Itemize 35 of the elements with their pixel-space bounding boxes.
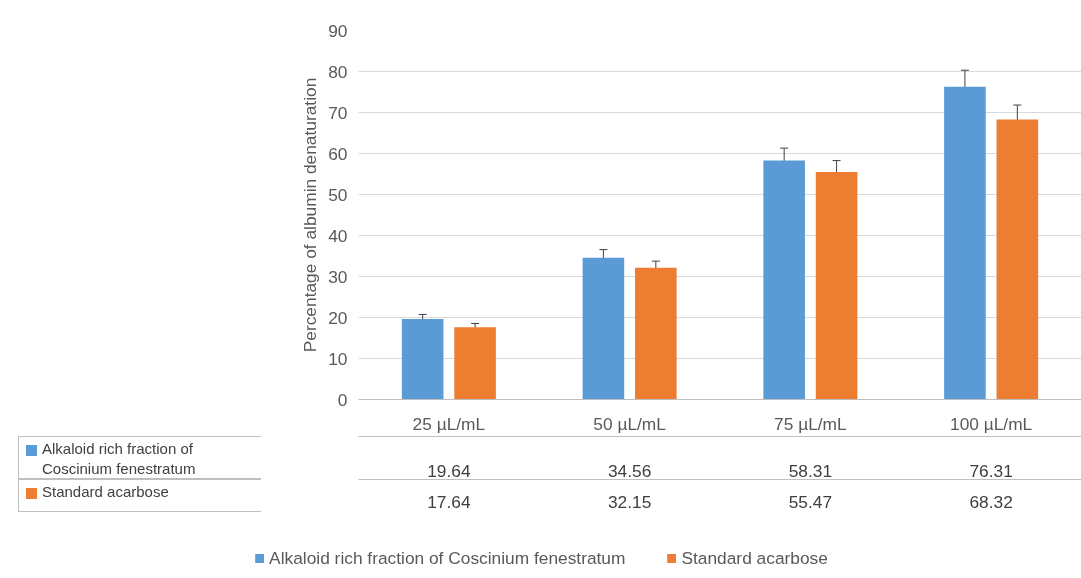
bar <box>582 257 625 400</box>
y-tick-label: 20 <box>328 307 348 328</box>
text: Standard acarbose <box>42 483 169 500</box>
data-label: 34.56 <box>607 460 652 481</box>
data-label: 76.31 <box>969 460 1013 481</box>
legend-label: Alkaloid rich fraction of Coscinium fenestratum <box>269 547 626 569</box>
y-tick-label: 40 <box>328 225 348 246</box>
bar <box>401 318 444 400</box>
text: Alkaloid rich fraction of Coscinium fenestratum <box>42 440 196 477</box>
y-tick-label: 60 <box>328 143 348 164</box>
y-tick-label: 70 <box>328 102 348 123</box>
x-tick-label: 25 µL/mL <box>412 413 486 434</box>
data-label: 55.47 <box>788 491 833 512</box>
data-label: 58.31 <box>788 460 833 481</box>
bar <box>996 119 1039 400</box>
bar <box>454 327 496 400</box>
y-axis-title: Percentage of albumin denaturation <box>300 77 321 353</box>
y-tick-label: 50 <box>328 184 348 205</box>
y-tick-label: 10 <box>328 348 348 369</box>
bar <box>944 86 986 400</box>
y-tick-label: 90 <box>328 20 348 41</box>
data-label: 68.32 <box>969 491 1013 512</box>
y-tick-label: 30 <box>328 266 348 287</box>
data-label: 32.15 <box>607 491 652 512</box>
data-label: 19.64 <box>427 460 471 481</box>
x-tick-label: 50 µL/mL <box>593 413 667 434</box>
bar <box>763 160 805 400</box>
y-tick-label: 0 <box>337 389 348 410</box>
x-tick-label: 100 µL/mL <box>950 413 1033 434</box>
data-label: 17.64 <box>427 491 471 512</box>
legend-label: Standard acarbose <box>681 547 828 569</box>
x-tick-label: 75 µL/mL <box>774 413 848 434</box>
bar <box>815 172 858 400</box>
bar <box>635 267 677 400</box>
y-tick-label: 80 <box>328 61 348 82</box>
